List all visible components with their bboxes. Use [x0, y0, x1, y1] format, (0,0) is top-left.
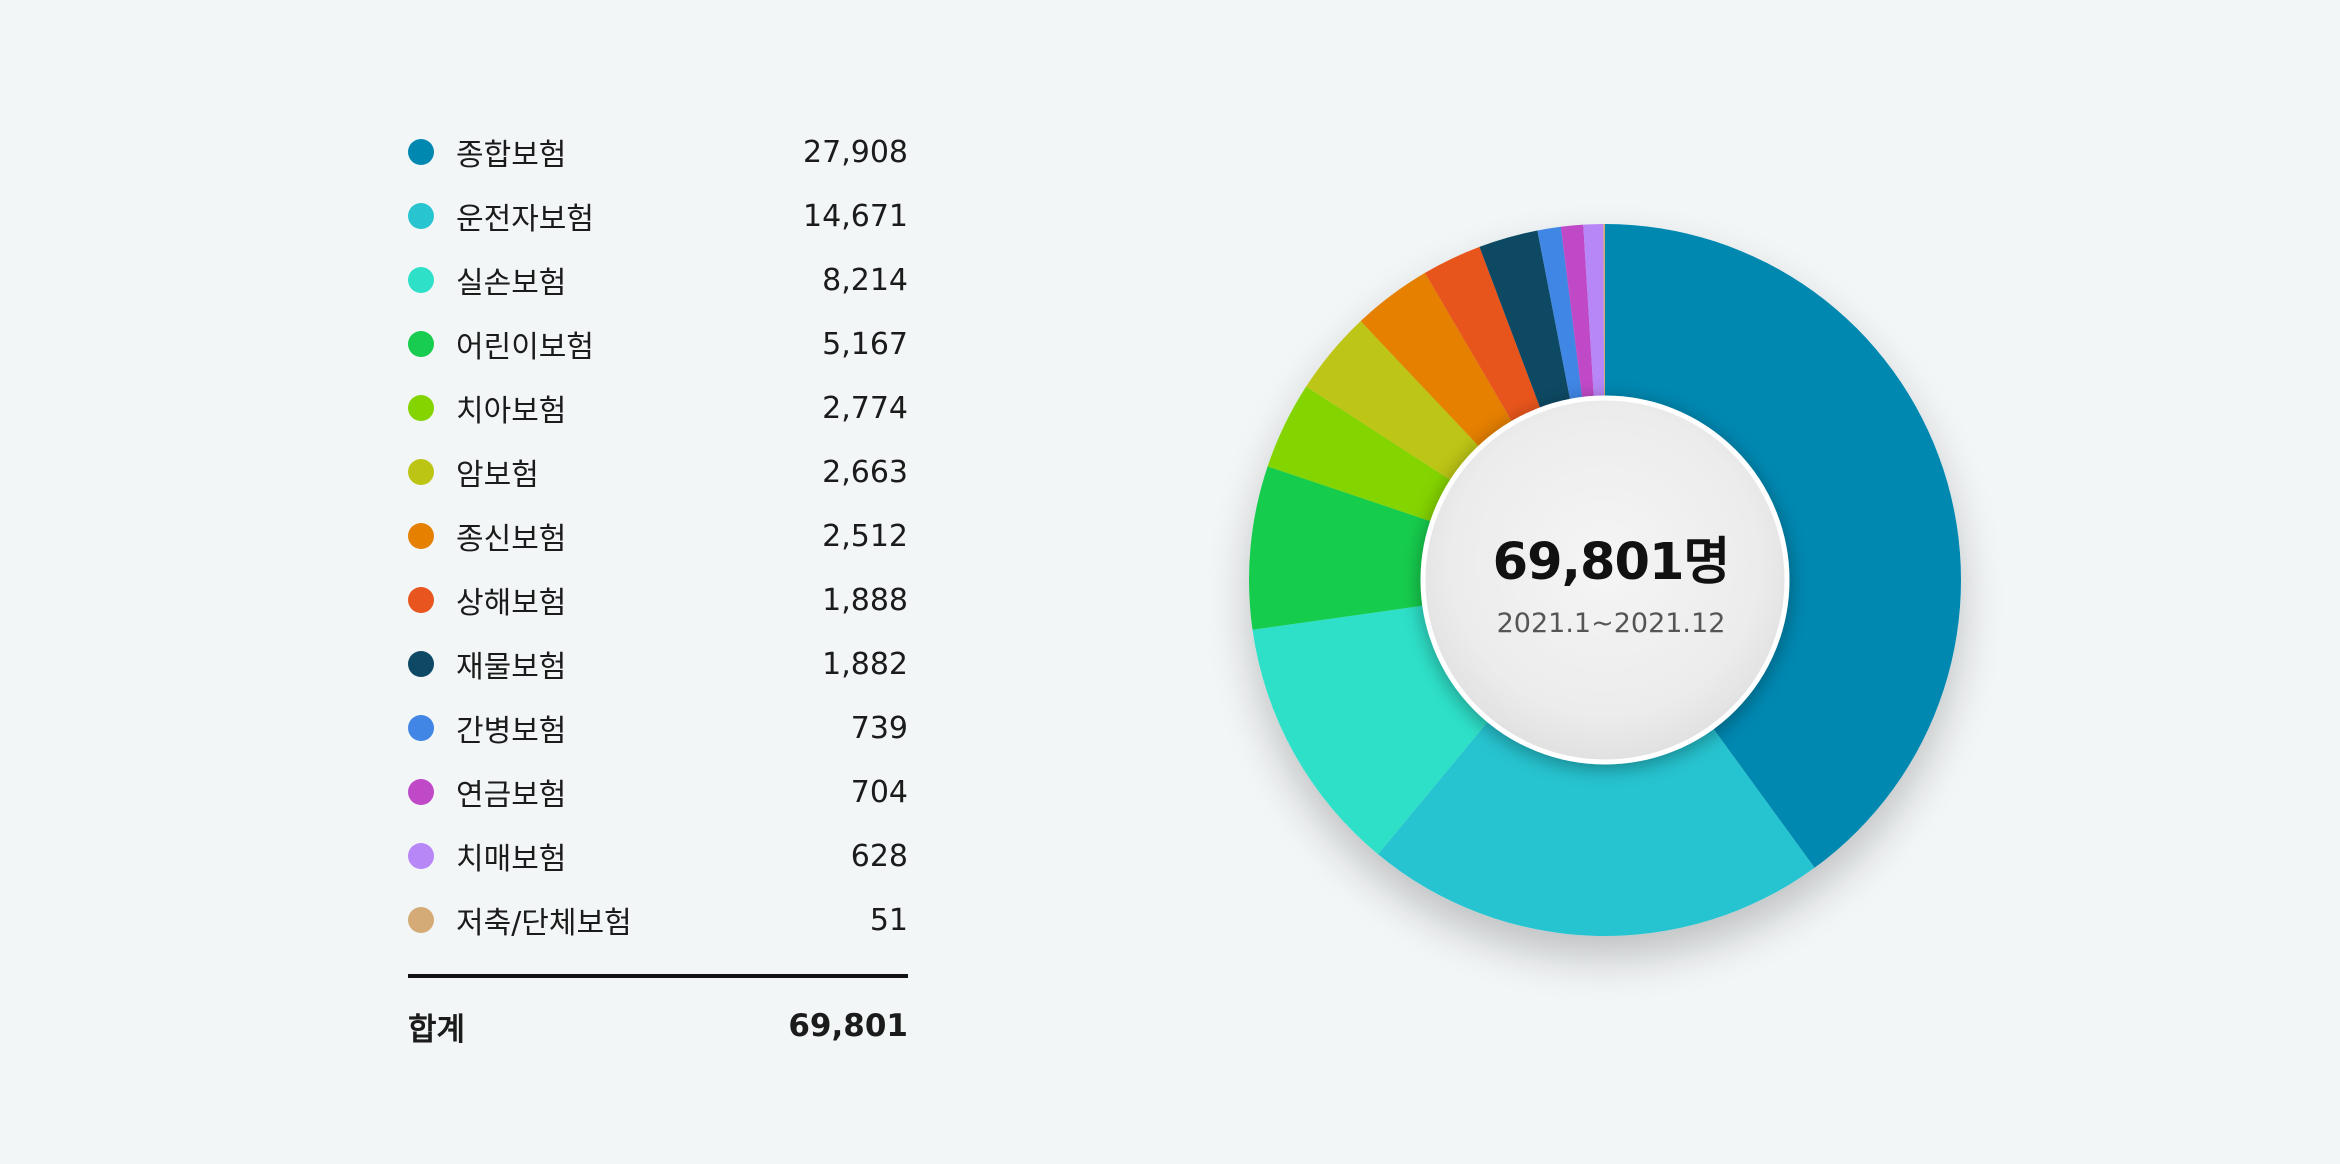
pie-slice [1306, 321, 1483, 484]
legend-value: 51 [869, 902, 908, 938]
legend-value: 5,167 [822, 326, 908, 362]
legend-color-dot [408, 587, 434, 613]
legend-row: 종신보험 2,512 [408, 504, 908, 568]
legend-color-dot [408, 267, 434, 293]
center-total: 69,801명 [1492, 533, 1731, 592]
pie-slice [1424, 246, 1543, 427]
pie-slice [1583, 224, 1605, 403]
legend-value: 8,214 [822, 262, 908, 298]
donut-center-disc [1420, 395, 1790, 765]
legend-row: 저축/단체보험 51 [408, 888, 908, 952]
legend-color-dot [408, 779, 434, 805]
legend-color-dot [408, 203, 434, 229]
pie-slice [1360, 272, 1515, 451]
legend-color-dot [408, 139, 434, 165]
pie-slice [1378, 717, 1815, 936]
legend-label: 종신보험 [456, 522, 567, 557]
donut-chart [1249, 224, 1962, 936]
legend-color-dot [408, 459, 434, 485]
legend-label: 간병보험 [456, 714, 567, 749]
pie-slice [1560, 224, 1595, 404]
pie-slice [1603, 224, 1605, 403]
legend-color-dot [408, 907, 434, 933]
pie-slice [1252, 604, 1492, 855]
legend-color-dot [408, 651, 434, 677]
legend-label: 어린이보험 [456, 330, 594, 365]
legend-row: 종합보험 27,908 [408, 120, 908, 184]
legend-label: 연금보험 [456, 778, 567, 813]
legend-value: 704 [850, 774, 908, 810]
legend-row: 재물보험 1,882 [408, 632, 908, 696]
legend-color-dot [408, 395, 434, 421]
total-divider [408, 974, 908, 978]
legend-color-dot [408, 843, 434, 869]
chart-legend: 종합보험 27,908 운전자보험 14,671 실손보험 8,214 어린이보… [408, 120, 908, 952]
pie-slice [1479, 230, 1572, 414]
total-value: 69,801 [788, 1008, 908, 1044]
legend-row: 연금보험 704 [408, 760, 908, 824]
pie-slice [1249, 466, 1437, 630]
legend-value: 27,908 [803, 134, 908, 170]
legend-label: 저축/단체보험 [456, 906, 632, 941]
legend-value: 2,774 [822, 390, 908, 426]
legend-value: 1,888 [822, 582, 908, 618]
legend-label: 실손보험 [456, 266, 567, 301]
legend-label: 운전자보험 [456, 202, 594, 237]
legend-label: 상해보험 [456, 586, 567, 621]
total-row: 합계 69,801 [408, 1002, 908, 1050]
legend-label: 종합보험 [456, 138, 567, 173]
legend-label: 치아보험 [456, 394, 567, 429]
donut-center-label: 69,801명 2021.1~2021.12 [1428, 520, 1794, 639]
center-period: 2021.1~2021.12 [1496, 608, 1726, 639]
pie-slice [1537, 226, 1583, 406]
legend-value: 14,671 [803, 198, 908, 234]
legend-color-dot [408, 715, 434, 741]
donut-slices [1249, 224, 1962, 936]
legend-color-dot [408, 331, 434, 357]
legend-row: 어린이보험 5,167 [408, 312, 908, 376]
legend-label: 재물보험 [456, 650, 567, 685]
legend-value: 739 [850, 710, 908, 746]
legend-value: 2,512 [822, 518, 908, 554]
legend-value: 2,663 [822, 454, 908, 490]
legend-value: 628 [850, 838, 908, 874]
legend-row: 암보험 2,663 [408, 440, 908, 504]
legend-row: 치매보험 628 [408, 824, 908, 888]
legend-row: 간병보험 739 [408, 696, 908, 760]
legend-label: 암보험 [456, 458, 539, 493]
legend-row: 운전자보험 14,671 [408, 184, 908, 248]
total-label: 합계 [408, 1011, 466, 1048]
legend-row: 실손보험 8,214 [408, 248, 908, 312]
legend-label: 치매보험 [456, 842, 567, 877]
legend-value: 1,882 [822, 646, 908, 682]
legend-color-dot [408, 523, 434, 549]
legend-row: 상해보험 1,888 [408, 568, 908, 632]
legend-row: 치아보험 2,774 [408, 376, 908, 440]
pie-slice [1267, 386, 1456, 524]
